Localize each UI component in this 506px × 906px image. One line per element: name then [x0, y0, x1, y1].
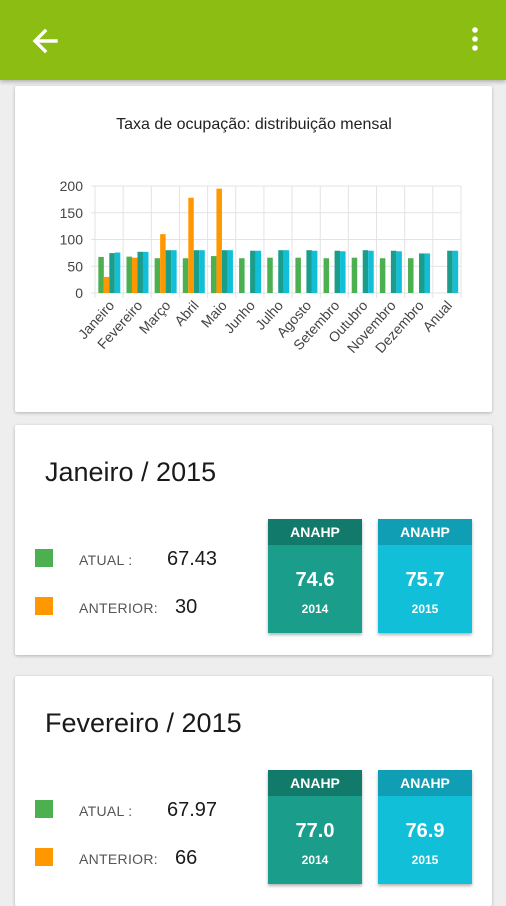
anahp-year: 2015 — [411, 602, 439, 616]
chart-bar — [109, 253, 115, 293]
month-title: Fevereiro / 2015 — [45, 708, 242, 738]
chart-bar — [424, 253, 431, 293]
back-button[interactable] — [28, 24, 62, 58]
chart-bar — [278, 250, 284, 293]
chart-bar — [390, 250, 397, 293]
chart-bar — [103, 276, 110, 293]
more-vert-icon — [472, 27, 478, 51]
anahp-year: 2015 — [411, 853, 439, 867]
chart-bar — [142, 251, 149, 293]
chart-bar — [267, 257, 273, 293]
chart-bar — [351, 257, 358, 293]
y-tick-label: 200 — [60, 178, 84, 194]
chart-bar — [131, 257, 138, 293]
chart-bar — [210, 256, 217, 293]
anahp-value: 74.6 — [295, 569, 335, 591]
anahp-2014-box: ANAHP 74.6 2014 — [268, 519, 362, 633]
anahp-year: 2014 — [301, 602, 329, 616]
chart-bar — [193, 250, 200, 293]
chart-bar — [137, 251, 143, 293]
chart-title: Taxa de ocupação: distribuição mensal — [116, 116, 392, 133]
atual-label: ATUAL : — [79, 552, 133, 568]
anterior-legend-swatch — [35, 848, 53, 866]
chart-bar — [419, 253, 425, 293]
chart-bar — [199, 250, 205, 293]
chart-bar — [255, 250, 262, 293]
chart-bar — [165, 250, 172, 293]
chart-bar — [334, 250, 341, 293]
chart-bar — [239, 258, 245, 293]
chart-card: Taxa de ocupação: distribuição mensal 0 5… — [15, 86, 492, 412]
chart-bar — [368, 250, 374, 293]
anterior-value: 66 — [175, 847, 198, 869]
x-tick-label: Anual — [419, 297, 455, 334]
atual-value: 67.43 — [167, 548, 218, 570]
chart-bar — [188, 197, 194, 293]
chart-bar — [154, 258, 161, 293]
anterior-label: ANTERIOR: — [79, 851, 158, 867]
chart-bar — [306, 250, 312, 293]
anahp-label: ANAHP — [268, 770, 362, 796]
chart-bar — [408, 258, 414, 293]
anahp-2015-box: ANAHP 75.7 2015 — [378, 519, 472, 633]
arrow-left-icon — [32, 28, 58, 54]
chart-bar — [98, 256, 104, 293]
chart-bar — [452, 250, 459, 293]
chart-bar — [250, 250, 256, 293]
anahp-value: 76.9 — [405, 820, 445, 842]
chart-bar — [216, 188, 222, 293]
chart-bar — [126, 256, 132, 293]
x-tick-label: Março — [136, 297, 174, 337]
anahp-value: 75.7 — [405, 569, 445, 591]
chart-bar — [171, 250, 177, 293]
overflow-menu-button[interactable] — [462, 24, 488, 58]
y-tick-label: 50 — [67, 258, 83, 274]
chart-bar — [447, 250, 453, 293]
y-tick-label: 150 — [60, 205, 84, 221]
month-card-janeiro: Janeiro / 2015 ATUAL : 67.43 ANTERIOR: 3… — [15, 425, 492, 655]
chart-bar — [182, 258, 189, 293]
occupancy-chart: Taxa de ocupação: distribuição mensal 0 5… — [60, 116, 462, 356]
chart-bar — [323, 258, 330, 293]
anterior-value: 30 — [175, 596, 198, 618]
chart-bar — [114, 252, 121, 293]
chart-bar — [362, 250, 369, 293]
app-bar — [0, 0, 506, 80]
atual-legend-swatch — [35, 800, 53, 818]
anahp-label: ANAHP — [378, 770, 472, 796]
x-tick-label: Abril — [171, 297, 202, 329]
chart-bar — [379, 258, 386, 293]
month-title: Janeiro / 2015 — [45, 457, 217, 487]
anterior-legend-swatch — [35, 597, 53, 615]
anahp-2015-box: ANAHP 76.9 2015 — [378, 770, 472, 884]
chart-bar — [221, 250, 228, 293]
y-tick-label: 0 — [75, 285, 83, 301]
chart-bar — [227, 250, 233, 293]
y-tick-label: 100 — [60, 232, 84, 248]
anahp-label: ANAHP — [378, 519, 472, 545]
atual-legend-swatch — [35, 549, 53, 567]
anahp-label: ANAHP — [268, 519, 362, 545]
chart-bar — [160, 234, 166, 293]
atual-value: 67.97 — [167, 799, 218, 821]
anahp-2014-box: ANAHP 77.0 2014 — [268, 770, 362, 884]
anterior-label: ANTERIOR: — [79, 600, 158, 616]
anahp-value: 77.0 — [295, 820, 335, 842]
chart-bar — [295, 257, 301, 293]
anahp-year: 2014 — [301, 853, 329, 867]
chart-bar — [340, 251, 346, 293]
chart-bar — [396, 251, 402, 293]
chart-bar — [311, 250, 318, 293]
chart-bar — [283, 250, 290, 293]
x-tick-label: Junho — [221, 297, 259, 336]
month-card-fevereiro: Fevereiro / 2015 ATUAL : 67.97 ANTERIOR:… — [15, 676, 492, 906]
atual-label: ATUAL : — [79, 803, 133, 819]
